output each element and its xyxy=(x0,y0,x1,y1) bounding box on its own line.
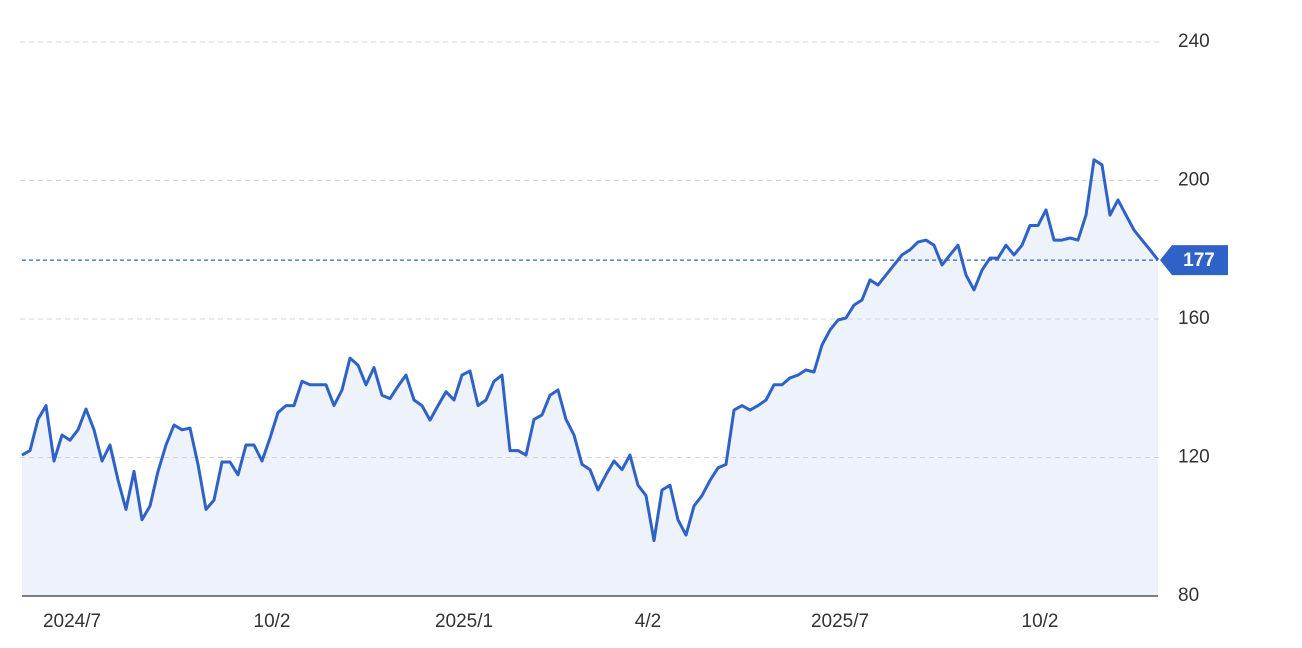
x-tick-label: 10/2 xyxy=(1022,611,1059,632)
x-tick-label: 2025/7 xyxy=(811,611,869,632)
last-value-tag xyxy=(1160,245,1228,276)
x-tick-label: 4/2 xyxy=(635,611,661,632)
y-tick-label: 200 xyxy=(1178,170,1210,191)
y-tick-label: 240 xyxy=(1178,31,1210,52)
last-value-label: 177 xyxy=(1183,250,1215,271)
y-tick-label: 80 xyxy=(1178,585,1199,606)
x-tick-label: 10/2 xyxy=(254,611,291,632)
x-tick-label: 2025/1 xyxy=(435,611,493,632)
line xyxy=(21,158,1160,543)
y-tick-label: 160 xyxy=(1178,308,1210,329)
area xyxy=(22,159,1158,596)
x-tick-label: 2024/7 xyxy=(43,611,101,632)
y-tick-label: 120 xyxy=(1178,447,1210,468)
